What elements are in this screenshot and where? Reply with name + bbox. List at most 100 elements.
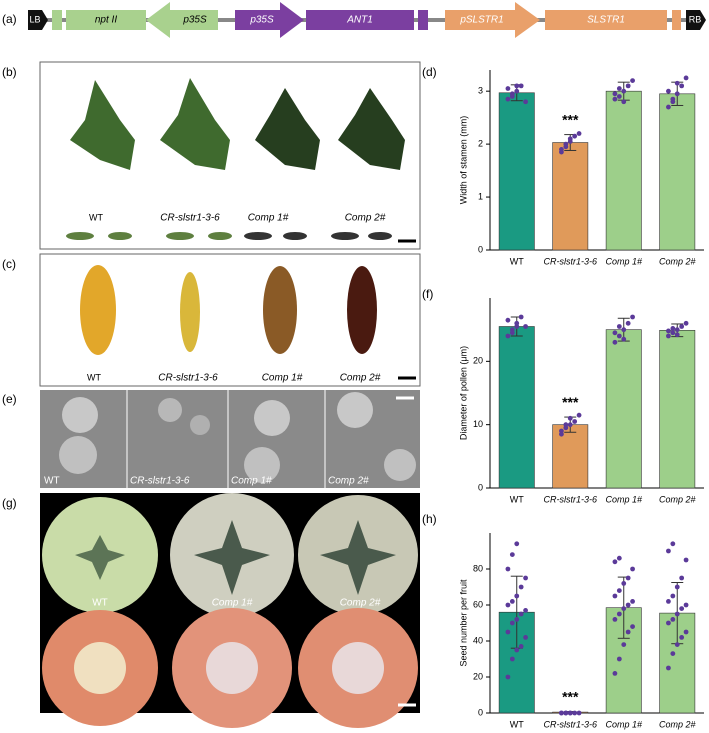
data-point <box>621 606 627 611</box>
data-point <box>567 710 573 716</box>
data-point <box>666 548 671 554</box>
data-point <box>505 317 511 323</box>
data-point <box>679 324 685 329</box>
x-tick-label: CR-slstr1-3-6 <box>543 719 597 729</box>
data-point <box>567 415 573 421</box>
genotype-label: WT <box>92 598 108 609</box>
data-point <box>518 644 524 649</box>
data-point <box>630 566 635 572</box>
data-point <box>559 710 564 716</box>
data-point <box>630 314 635 320</box>
y-tick-label: 20 <box>473 356 483 366</box>
data-point <box>523 575 528 581</box>
panel-label: (b) <box>2 65 17 79</box>
bar <box>498 326 535 489</box>
x-tick-label: WT <box>510 494 524 504</box>
data-point <box>509 330 515 336</box>
data-point <box>523 99 528 105</box>
construct-label: p35S <box>182 15 207 26</box>
data-point <box>666 665 671 671</box>
x-tick-label: Comp 2# <box>659 494 697 504</box>
construct-block <box>545 10 667 30</box>
y-tick-label: 0 <box>478 244 483 254</box>
data-point <box>523 324 528 329</box>
data-point <box>518 611 524 617</box>
y-tick-label: 2 <box>478 138 483 148</box>
data-point <box>514 324 520 329</box>
data-point <box>625 602 631 608</box>
data-point <box>616 555 622 561</box>
data-point <box>670 541 676 547</box>
genotype-label: WT <box>87 372 101 382</box>
x-tick-label: Comp 1# <box>605 494 643 504</box>
construct-block <box>52 10 62 30</box>
data-point <box>666 620 671 626</box>
data-point <box>559 147 564 152</box>
data-point <box>612 559 618 565</box>
y-tick-label: 0 <box>478 482 483 492</box>
data-point <box>670 593 676 599</box>
data-point <box>621 336 627 342</box>
panel-label: (h) <box>422 512 437 526</box>
construct-label: SLSTR1 <box>587 15 625 26</box>
sem-photo <box>40 390 420 488</box>
data-point <box>572 133 578 139</box>
genotype-label: Comp 1# <box>248 213 289 224</box>
construct-label: pSLSTR1 <box>459 15 503 26</box>
x-tick-label: CR-slstr1-3-6 <box>543 494 597 504</box>
data-point <box>666 328 671 334</box>
data-point <box>576 412 582 418</box>
data-point <box>509 91 515 97</box>
data-point <box>621 88 627 94</box>
data-point <box>670 651 676 656</box>
data-point <box>612 593 618 599</box>
data-point <box>563 422 569 428</box>
genotype-label: WT <box>89 212 103 222</box>
data-point <box>576 710 582 716</box>
data-point <box>509 552 515 557</box>
data-point <box>630 599 635 604</box>
data-point <box>674 584 680 590</box>
construct-arrow <box>235 2 304 38</box>
construct-arrow <box>146 2 218 38</box>
lb-border <box>28 10 48 30</box>
data-point <box>505 629 511 635</box>
data-point <box>505 566 511 572</box>
x-tick-label: Comp 2# <box>659 256 697 266</box>
genotype-label: Comp 2# <box>345 213 386 224</box>
bar <box>605 90 642 251</box>
data-point <box>674 327 680 333</box>
construct-label: LB <box>29 14 40 24</box>
construct-label: p35S <box>249 15 274 26</box>
genotype-label: CR-slstr1-3-6 <box>130 476 190 487</box>
genotype-label: Comp 1# <box>231 476 272 487</box>
bar <box>552 142 589 251</box>
data-point <box>505 86 511 91</box>
significance: *** <box>562 394 579 410</box>
data-point <box>666 333 671 339</box>
data-point <box>514 541 520 547</box>
data-point <box>616 324 622 329</box>
data-point <box>674 91 680 97</box>
data-point <box>612 96 618 102</box>
bar <box>659 329 696 489</box>
data-point <box>625 575 631 581</box>
y-tick-label: 1 <box>478 191 483 201</box>
data-point <box>523 635 528 640</box>
panel-label: (f) <box>422 287 433 301</box>
data-point <box>679 606 685 611</box>
genotype-label: Comp 2# <box>340 373 381 384</box>
y-tick-label: 80 <box>473 563 483 573</box>
panel-label: (d) <box>422 65 437 79</box>
genotype-label: CR-slstr1-3-6 <box>158 373 218 384</box>
data-point <box>509 656 515 662</box>
data-point <box>621 99 627 105</box>
data-point <box>563 710 569 716</box>
data-point <box>621 327 627 333</box>
data-point <box>621 642 627 647</box>
construct-arrow <box>445 2 540 38</box>
data-point <box>567 136 573 142</box>
data-point <box>616 588 622 593</box>
data-point <box>616 94 622 99</box>
data-point <box>576 131 582 136</box>
